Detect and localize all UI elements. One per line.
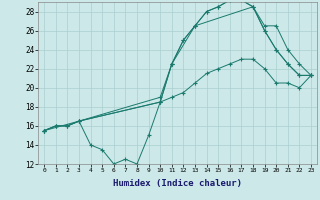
X-axis label: Humidex (Indice chaleur): Humidex (Indice chaleur) <box>113 179 242 188</box>
